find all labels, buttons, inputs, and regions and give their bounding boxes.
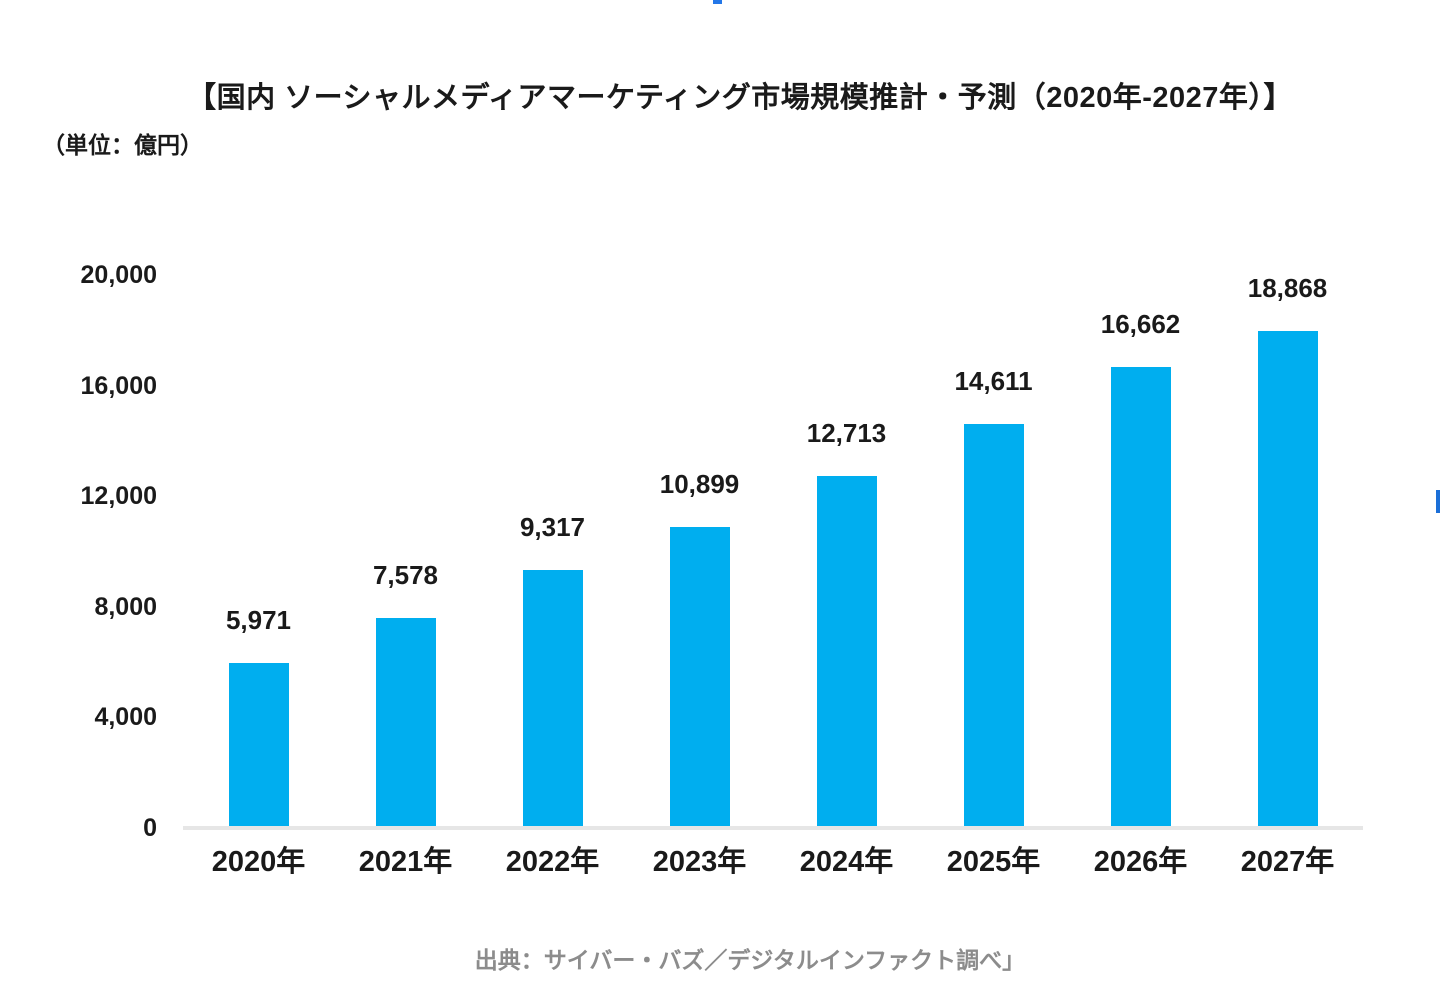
bar-value-label: 12,713: [806, 418, 887, 448]
top-edge-artifact: [713, 0, 722, 4]
bar: [375, 618, 436, 828]
unit-label: （単位：億円）: [42, 132, 203, 158]
plot-area: 5,971 7,578 9,317 10,899 12,713 14,611 16,662 1…: [185, 275, 1361, 828]
bar-column: 18,868: [1214, 275, 1361, 828]
bar-column: 16,662: [1067, 275, 1214, 828]
x-axis-tick-label: 2027年: [1240, 846, 1335, 878]
y-axis-tick-label: 20,000: [80, 261, 157, 289]
x-axis-tick-label: 2022年: [505, 846, 600, 878]
y-axis-tick-label: 8,000: [94, 593, 157, 621]
bar-value-label: 18,868: [1247, 273, 1328, 303]
bar: [963, 424, 1024, 828]
y-axis-tick-label: 0: [143, 814, 157, 842]
bar-column: 7,578: [332, 275, 479, 828]
x-axis-tick-label: 2023年: [652, 846, 747, 878]
x-axis-tick-label: 2025年: [946, 846, 1041, 878]
x-axis: 2020年 2021年 2022年 2023年 2024年 2025年 2026年 2027年: [185, 848, 1361, 877]
x-axis-tick-label: 2026年: [1093, 846, 1188, 878]
chart-title: 【国内 ソーシャルメディアマーケティング市場規模推計・予測（2020年-2027…: [187, 82, 1293, 114]
right-edge-artifact: [1436, 490, 1440, 513]
bar-column: 9,317: [479, 275, 626, 828]
bar: [816, 476, 877, 828]
bar-value-label: 7,578: [372, 560, 439, 590]
bar-value-label: 5,971: [225, 605, 292, 635]
bar-column: 12,713: [773, 275, 920, 828]
y-axis-tick-label: 12,000: [80, 482, 157, 510]
bar: [1110, 367, 1171, 828]
bar-column: 14,611: [920, 275, 1067, 828]
bar: [522, 570, 583, 828]
x-axis-tick-label: 2020年: [211, 846, 306, 878]
bar-column: 5,971: [185, 275, 332, 828]
y-axis: 0 4,000 8,000 12,000 16,000 20,000: [30, 263, 157, 841]
y-axis-tick-label: 4,000: [94, 703, 157, 731]
x-axis-line: [183, 826, 1363, 830]
y-axis-tick-label: 16,000: [80, 372, 157, 400]
bar-value-label: 9,317: [519, 512, 586, 542]
bar: [669, 527, 730, 828]
bar-value-label: 16,662: [1100, 309, 1181, 339]
bar-column: 10,899: [626, 275, 773, 828]
x-axis-tick-label: 2024年: [799, 846, 894, 878]
x-axis-tick-label: 2021年: [358, 846, 453, 878]
bar: [1257, 331, 1318, 828]
source-caption: 出典：サイバー・バズ／デジタルインファクト調べ」: [474, 947, 1026, 973]
bar-value-label: 14,611: [954, 366, 1033, 396]
bar: [228, 663, 289, 828]
bar-value-label: 10,899: [659, 469, 740, 499]
